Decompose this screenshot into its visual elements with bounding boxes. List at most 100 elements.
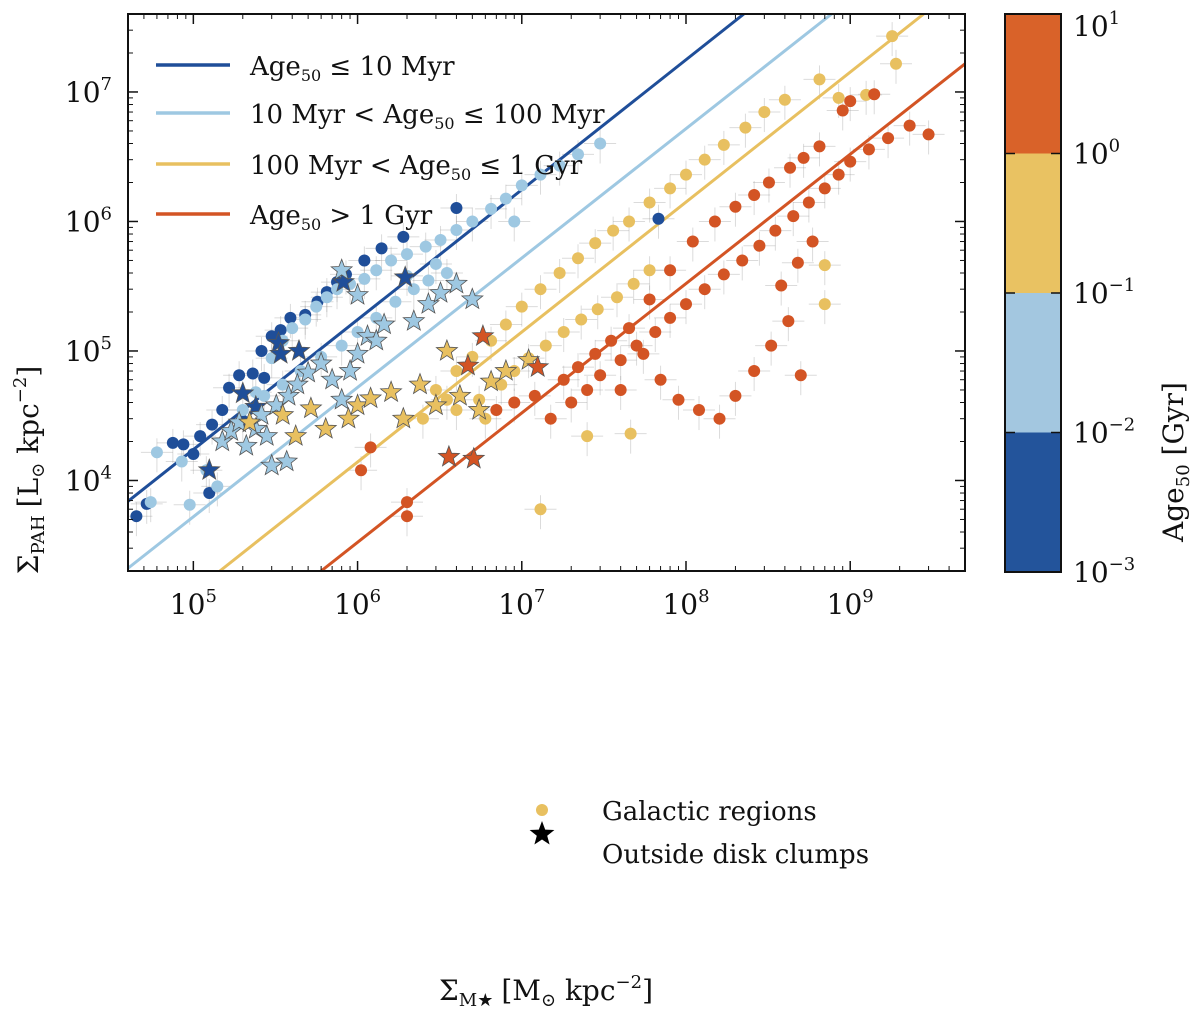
data-point-series-4-9 [614, 354, 627, 367]
y-tick-label-3: 106 [65, 203, 112, 238]
data-point-series-2-29 [553, 159, 566, 172]
clump-star-2-4 [234, 433, 258, 456]
data-point-series-2-28 [534, 168, 547, 181]
data-point-series-2-41 [276, 378, 289, 391]
data-point-series-4-61 [791, 256, 804, 269]
data-point-series-2-24 [466, 215, 479, 228]
clump-star-2-14 [309, 351, 333, 374]
data-point-series-3-35 [539, 339, 552, 352]
data-point-series-4-5 [544, 412, 557, 425]
legend-marker-circle [536, 804, 548, 816]
data-point-series-2-2 [150, 446, 163, 459]
legend-label-2: 10 Myr < Age50 ≤ 100 Myr [250, 100, 605, 133]
clump-star-2-27 [444, 271, 468, 294]
data-point-series-4-13 [680, 298, 692, 311]
x-tick-label-1: 105 [170, 586, 217, 621]
data-point-series-2-42 [258, 389, 271, 402]
data-point-series-1-10 [246, 367, 259, 380]
data-point-series-4-31 [868, 88, 881, 101]
clump-star-3-3 [284, 423, 308, 446]
data-point-series-4-57 [784, 161, 797, 174]
colorbar-tick-label-1: 101 [1073, 8, 1120, 43]
data-point-series-3-21 [739, 121, 752, 134]
data-point-series-2-26 [499, 192, 512, 205]
data-point-series-2-11 [286, 322, 299, 335]
data-point-series-2-21 [419, 240, 432, 253]
data-point-series-4-54 [729, 200, 742, 213]
data-point-series-1-14 [284, 311, 297, 324]
data-point-series-1-3 [166, 436, 179, 449]
clump-star-4-2 [462, 446, 486, 469]
clump-star-3-12 [424, 393, 448, 416]
data-point-series-3-19 [698, 153, 711, 166]
data-point-series-4-43 [748, 365, 761, 378]
clump-star-4-4 [471, 324, 495, 347]
clump-star-3-10 [391, 406, 415, 429]
clump-star-1-2 [231, 381, 255, 404]
data-point-series-2-6 [211, 480, 224, 493]
data-point-series-2-22 [434, 233, 447, 246]
data-point-series-3-41 [643, 264, 656, 277]
clump-star-4-1 [437, 444, 461, 467]
data-point-series-3-14 [607, 224, 620, 237]
clump-star-3-8 [359, 386, 383, 409]
age-legend: Age50 ≤ 10 Myr 10 Myr < Age50 ≤ 100 Myr … [156, 52, 605, 234]
fit-line-4 [320, 62, 965, 571]
data-point-series-4-50 [643, 293, 656, 306]
data-point-series-4-40 [693, 404, 706, 417]
legend-label-4: Age50 > 1 Gyr [249, 201, 433, 234]
data-point-series-2-38 [335, 339, 348, 352]
data-point-series-4-2 [401, 510, 413, 523]
clump-star-1-1 [197, 458, 221, 481]
data-point-series-4-53 [708, 215, 721, 228]
data-point-series-4-55 [748, 189, 761, 202]
data-point-series-3-30 [818, 298, 831, 311]
data-point-series-2-33 [389, 295, 402, 308]
data-point-series-2-17 [358, 272, 371, 285]
data-point-series-4-44 [765, 339, 778, 352]
clump-star-3-5 [314, 416, 338, 439]
marker-legend: Galactic regions Outside disk clumps [529, 797, 869, 870]
data-point-series-4-52 [686, 235, 699, 248]
data-point-series-4-3 [355, 464, 368, 477]
data-point-series-3-1 [534, 503, 547, 516]
data-point-series-4-48 [490, 404, 503, 417]
colorbar-label: Age50 [Gyr] [1157, 382, 1194, 543]
data-point-series-2-34 [407, 283, 420, 296]
clump-star-2-11 [277, 383, 301, 406]
colorbar-tick-label-4: 10−2 [1073, 415, 1135, 450]
x-axis-ticks: 105 106 107 108 109 [127, 14, 966, 621]
data-point-series-1-6 [206, 418, 219, 431]
colorbar-bands [1005, 14, 1061, 572]
clump-star-2-15 [320, 367, 344, 390]
data-point-series-2-18 [370, 264, 383, 277]
data-point-series-3-11 [553, 267, 566, 280]
data-point-series-3-24 [813, 73, 826, 86]
colorbar-band-2 [1005, 153, 1061, 293]
data-point-series-2-45 [508, 215, 521, 228]
clump-star-2-12 [285, 372, 309, 395]
clump-star-2-17 [338, 358, 362, 381]
clump-star-3-2 [271, 402, 295, 425]
data-point-series-3-3 [624, 427, 637, 440]
data-point-series-2-23 [450, 223, 463, 236]
data-point-series-3-8 [499, 318, 512, 331]
data-point-series-1-7 [216, 404, 229, 417]
colorbar-tick-label-5: 10−3 [1073, 554, 1135, 589]
data-point-series-3-15 [623, 215, 636, 228]
clump-star-3-16 [494, 358, 518, 381]
data-point-series-2-30 [572, 148, 585, 161]
plot-frame [127, 13, 966, 572]
data-point-series-4-47 [508, 396, 521, 409]
y-axis-label: ΣPAH[L⊙ kpc−2] [10, 366, 49, 575]
data-point-series-4-58 [797, 151, 810, 164]
data-point-series-3-27 [889, 57, 902, 70]
clump-star-3-11 [408, 372, 432, 395]
clump-star-2-2 [219, 419, 243, 442]
data-point-series-2-3 [175, 455, 188, 468]
data-point-series-3-2 [581, 430, 594, 443]
legend-label-outside-disk-clumps: Outside disk clumps [602, 840, 869, 870]
data-point-series-1-9 [233, 369, 246, 382]
data-point-series-3-32 [495, 378, 508, 391]
